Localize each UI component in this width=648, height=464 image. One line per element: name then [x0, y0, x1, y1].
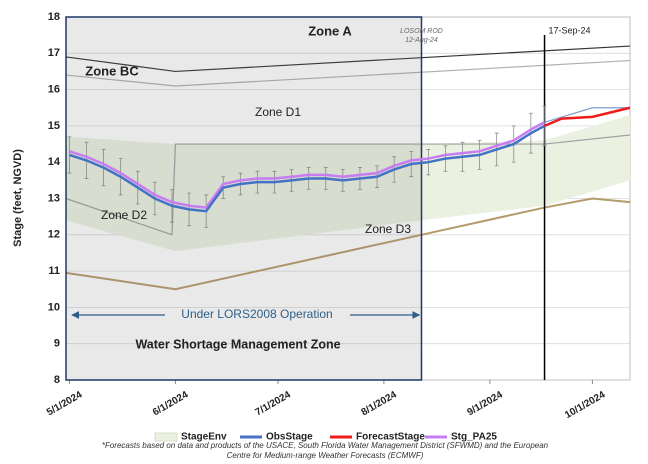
x-tick-label: 10/1/2024 [563, 389, 607, 421]
y-tick-label: 10 [48, 301, 60, 313]
legend-swatch [154, 432, 178, 442]
y-tick-label: 13 [48, 192, 60, 204]
zone-boundary [65, 45, 631, 73]
footnote: *Forecasts based on data and products of… [101, 441, 549, 460]
y-tick-label: 8 [54, 374, 60, 386]
y-tick-label: 12 [48, 229, 60, 241]
y-tick-label: 16 [48, 84, 60, 96]
zone-label: Zone D1 [255, 105, 301, 119]
y-axis-label: Stage (feet, NGVD) [12, 149, 24, 247]
legend-label: ObsStage [266, 432, 313, 443]
x-tick-label: 9/1/2024 [465, 389, 505, 418]
y-tick-label: 15 [48, 120, 60, 132]
zone-label: Zone D2 [101, 208, 147, 222]
annotation: Water Shortage Management Zone [135, 337, 340, 351]
x-tick-label: 8/1/2024 [359, 389, 399, 418]
y-tick-label: 9 [54, 338, 60, 350]
event-label: 17-Sep-24 [549, 25, 591, 35]
zone-boundary [544, 107, 630, 123]
event-label: 12-Aug-24 [405, 37, 438, 44]
legend-label: StageEnv [181, 432, 227, 443]
x-tick-label: 6/1/2024 [151, 389, 191, 418]
zone-boundary [65, 197, 631, 291]
event-label: LOSOM ROD [400, 28, 443, 35]
x-tick-label: 5/1/2024 [45, 389, 85, 418]
zone-label: Zone A [308, 23, 352, 38]
y-tick-label: 17 [48, 47, 60, 59]
y-tick-label: 11 [48, 265, 60, 277]
series-line [69, 124, 546, 213]
legend-label: ForecastStage [356, 432, 425, 443]
zone-label: Zone BC [85, 63, 139, 78]
zone-boundary [65, 59, 631, 87]
x-tick-label: 7/1/2024 [254, 389, 294, 418]
zone-boundary [65, 134, 631, 236]
legend-label: Stg_PA25 [451, 432, 497, 443]
historical-shade [65, 16, 423, 381]
series-line [69, 121, 546, 209]
y-tick-label: 18 [48, 11, 60, 23]
annotation: Under LORS2008 Operation [181, 307, 332, 321]
zone-label: Zone D3 [365, 222, 411, 236]
series-line [544, 106, 631, 128]
y-tick-label: 14 [48, 156, 61, 168]
